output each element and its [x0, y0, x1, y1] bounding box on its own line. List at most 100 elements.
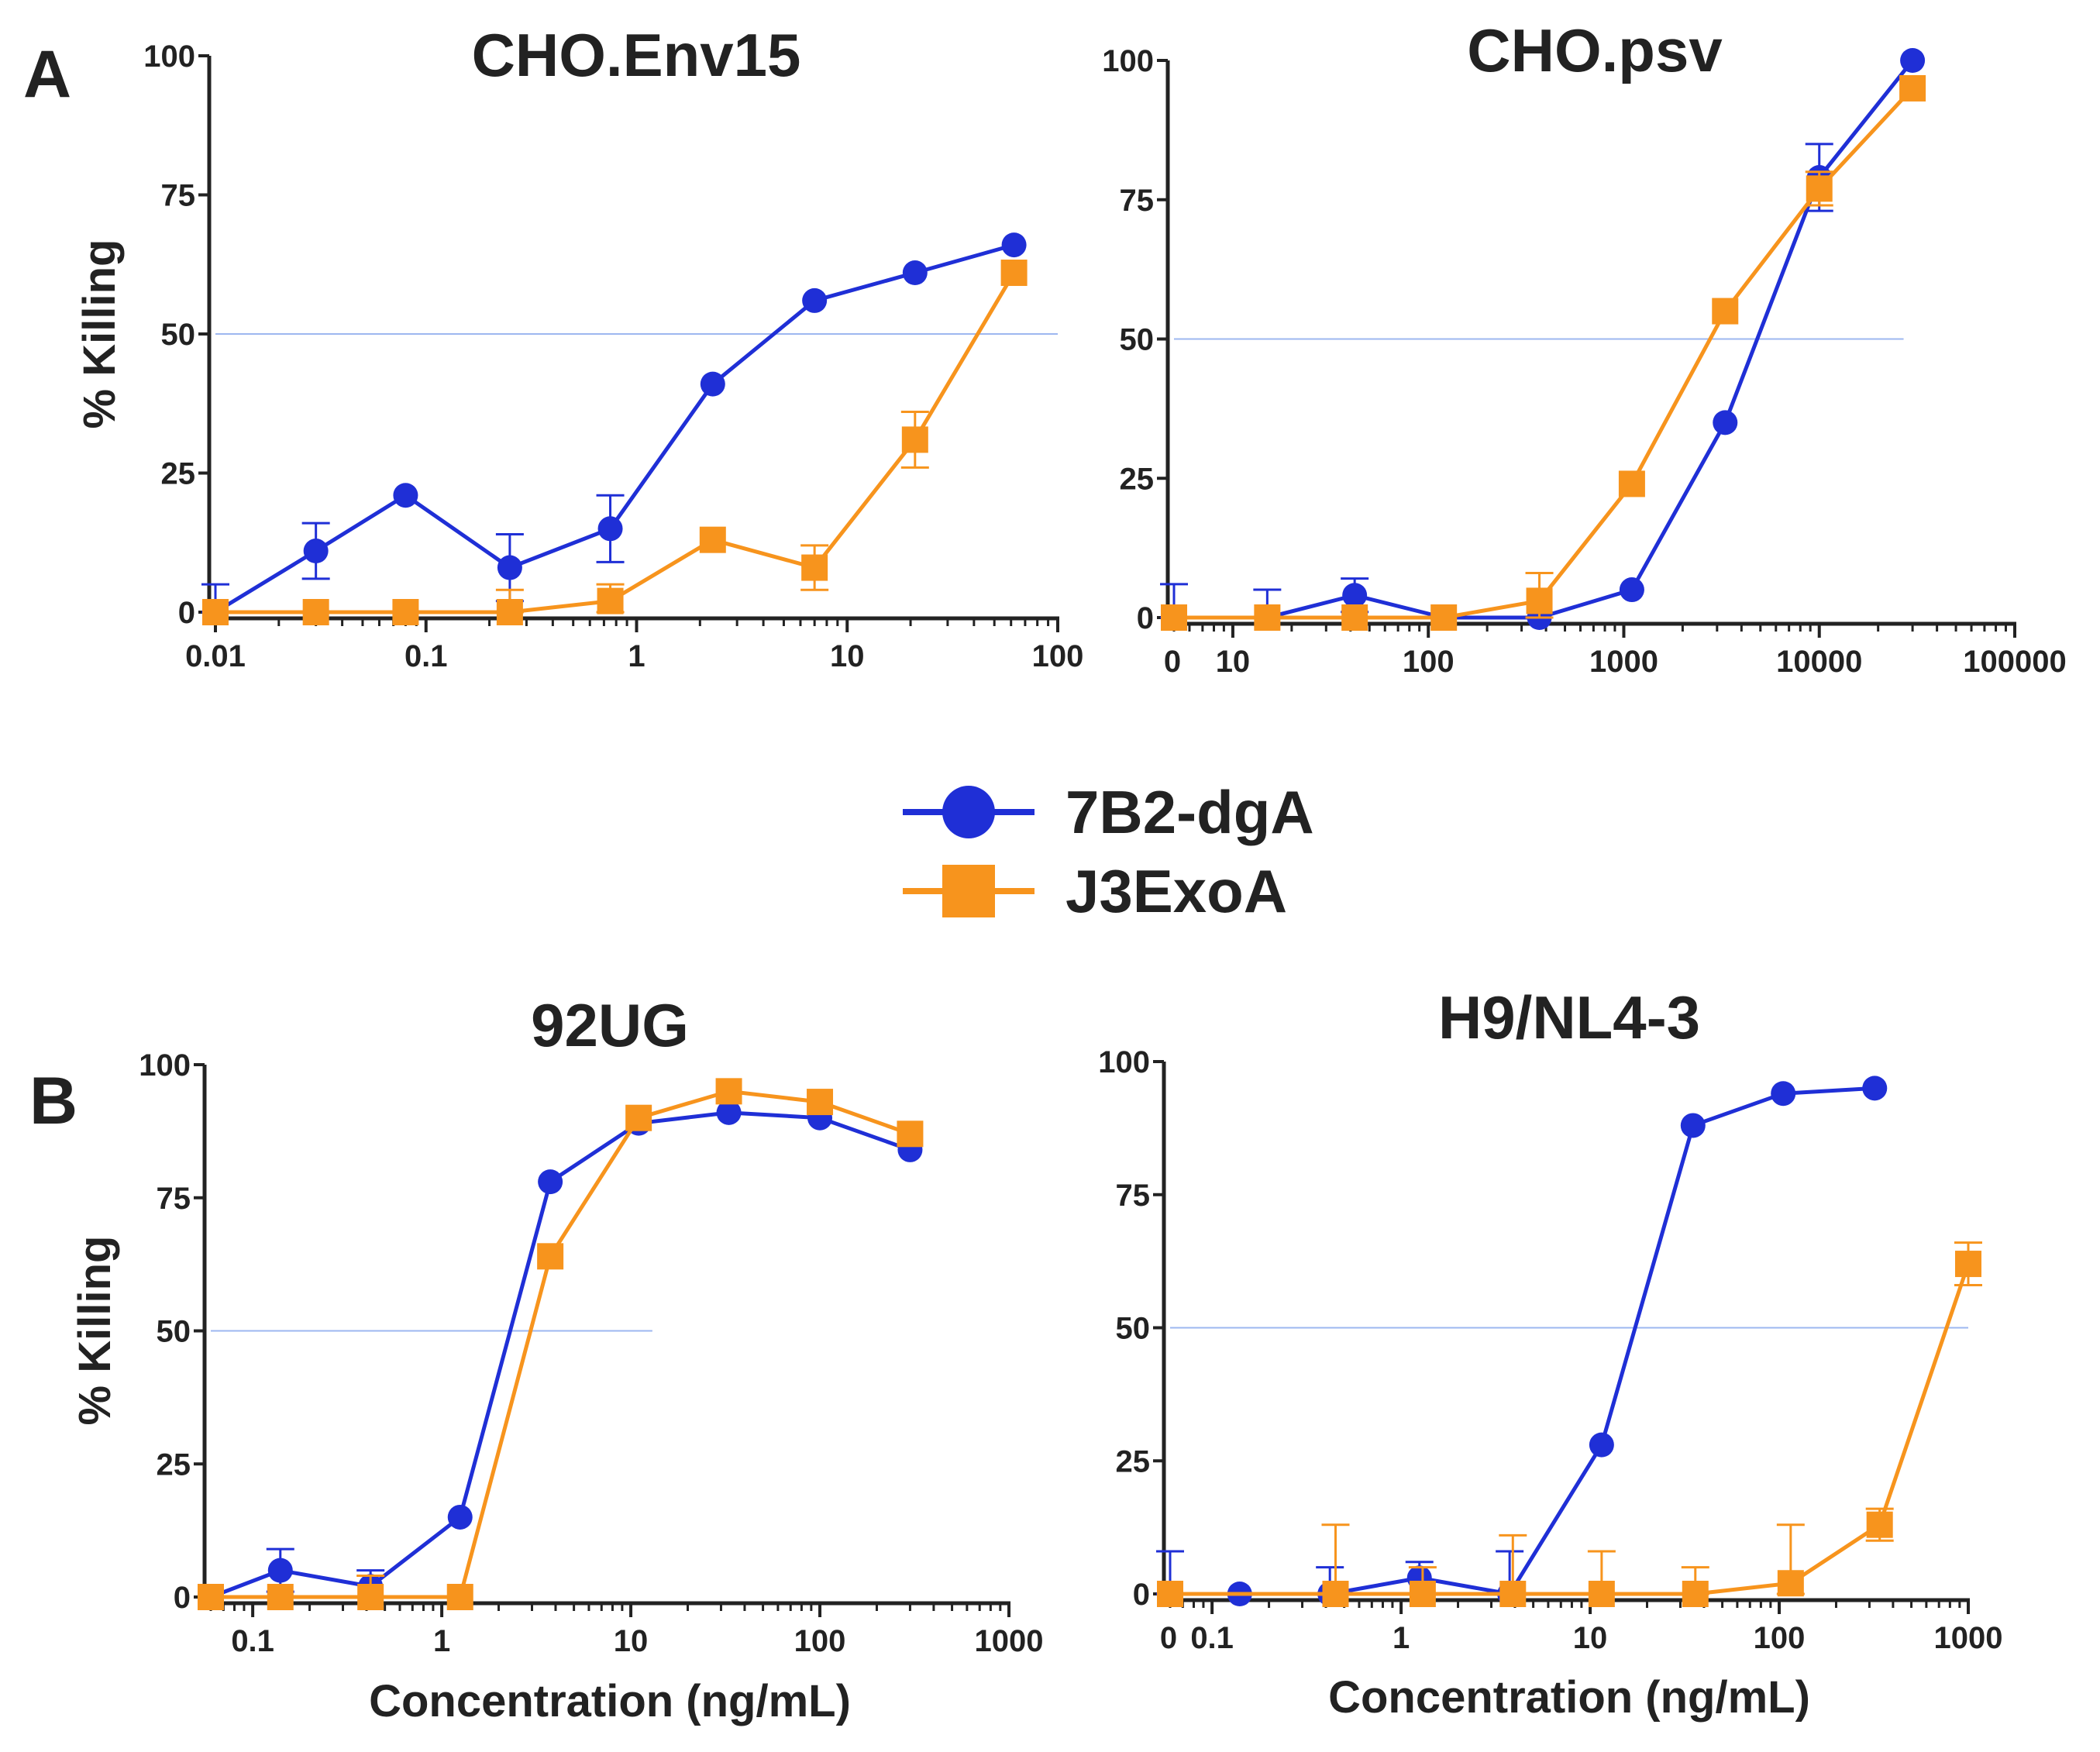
- x-tick-label: 100: [1754, 1621, 1806, 1655]
- data-point-7b2-dga: [597, 516, 623, 542]
- data-point-7b2-dga: [1001, 232, 1027, 258]
- data-point-j3exoa: [1254, 604, 1281, 631]
- y-tick-label: 25: [157, 1447, 191, 1482]
- series-j3exoa: [198, 1078, 924, 1610]
- y-tick-label: 100: [1102, 44, 1154, 78]
- data-point-j3exoa: [699, 526, 726, 553]
- x-tick-label: 1: [1393, 1621, 1410, 1655]
- x-tick-label: 1000: [975, 1624, 1044, 1658]
- y-tick-label: 100: [139, 1048, 191, 1083]
- y-tick-label: 25: [161, 457, 196, 491]
- chart-h9-nl4-3: H9/NL4-3 Concentration (ng/mL) 025507510…: [1098, 983, 2002, 1723]
- data-point-7b2-dga: [700, 371, 725, 397]
- data-point-7b2-dga: [902, 260, 928, 286]
- series-7b2-dga: [198, 1100, 923, 1609]
- data-point-7b2-dga: [393, 483, 418, 508]
- y-tick-label: 100: [143, 40, 195, 74]
- data-point-j3exoa: [1430, 604, 1458, 631]
- data-point-j3exoa: [801, 554, 828, 581]
- data-point-j3exoa: [1899, 74, 1926, 102]
- x-tick-label: 1: [628, 639, 645, 673]
- data-point-j3exoa: [1588, 1581, 1615, 1607]
- data-point-j3exoa: [202, 599, 229, 625]
- data-point-7b2-dga: [1900, 48, 1926, 73]
- data-point-7b2-dga: [1862, 1076, 1888, 1101]
- x-tick-label: 100: [794, 1624, 846, 1658]
- y-tick-label: 25: [1116, 1444, 1151, 1478]
- y-axis-label: % Killing: [74, 239, 125, 429]
- panel-letter-b: B: [29, 1064, 77, 1138]
- data-point-7b2-dga: [1680, 1113, 1706, 1138]
- y-tick-label: 50: [157, 1315, 191, 1349]
- x-tick-label: 10: [830, 639, 865, 673]
- x-tick-label: 1000: [1934, 1621, 2003, 1655]
- y-tick-label: 50: [161, 318, 196, 352]
- series-line: [1174, 87, 1914, 620]
- chart-title: H9/NL4-3: [1438, 983, 1700, 1052]
- data-point-j3exoa: [392, 599, 419, 625]
- data-point-j3exoa: [901, 426, 928, 453]
- data-point-j3exoa: [897, 1120, 924, 1148]
- data-point-j3exoa: [1499, 1581, 1527, 1607]
- x-tick-label: 0.1: [1190, 1621, 1234, 1655]
- legend-label-j3exoa: J3ExoA: [1065, 857, 1287, 925]
- y-tick-label: 75: [1120, 184, 1155, 218]
- y-tick-label: 75: [1116, 1179, 1151, 1213]
- legend-marker-j3exoa: [942, 865, 995, 917]
- data-point-j3exoa: [597, 587, 624, 614]
- series-7b2-dga: [201, 232, 1027, 625]
- x-tick-label: 0.1: [405, 639, 448, 673]
- data-point-7b2-dga: [447, 1504, 473, 1530]
- y-tick-label: 75: [161, 179, 196, 213]
- series-line: [214, 243, 1015, 614]
- data-point-7b2-dga: [303, 539, 329, 564]
- y-tick-label: 75: [157, 1182, 191, 1216]
- data-point-7b2-dga: [538, 1169, 563, 1195]
- panel-letter-a: A: [23, 37, 71, 112]
- series-line: [1170, 1263, 1971, 1596]
- legend-label-7b2-dga: 7B2-dgA: [1065, 778, 1314, 846]
- series-j3exoa: [202, 260, 1028, 625]
- x-tick-label: 1000: [1589, 645, 1658, 679]
- y-tick-label: 0: [1133, 1578, 1150, 1612]
- data-point-j3exoa: [357, 1584, 384, 1610]
- data-point-j3exoa: [537, 1243, 564, 1270]
- data-point-7b2-dga: [1342, 583, 1368, 608]
- series-j3exoa: [1157, 1241, 1982, 1607]
- series-line: [211, 1089, 911, 1599]
- x-tick-label: 10: [614, 1624, 649, 1658]
- data-point-j3exoa: [1157, 1581, 1183, 1607]
- x-tick-label: 100000: [1963, 645, 2066, 679]
- y-tick-label: 0: [174, 1581, 191, 1615]
- data-point-7b2-dga: [1619, 577, 1644, 603]
- data-point-7b2-dga: [1589, 1432, 1614, 1458]
- series-line: [1170, 1086, 1875, 1596]
- x-tick-label: 0.01: [185, 639, 246, 673]
- y-tick-label: 0: [178, 596, 195, 630]
- chart-title: 92UG: [531, 991, 689, 1059]
- data-point-j3exoa: [446, 1584, 473, 1610]
- data-point-j3exoa: [715, 1078, 742, 1105]
- data-point-j3exoa: [1777, 1570, 1804, 1597]
- y-tick-label: 50: [1116, 1312, 1151, 1346]
- chart-cho-env15: CHO.Env15 % Killing 0 25 50 75 100 0.01 0.1 1 10…: [74, 21, 1083, 673]
- series-j3exoa: [1161, 74, 1926, 631]
- x-tick-label: 0: [1160, 1621, 1177, 1655]
- chart-92ug: 92UG % Killing Concentration (ng/mL) 0 25…: [70, 991, 1043, 1726]
- chart-title: CHO.psv: [1467, 16, 1723, 84]
- y-tick-label: 100: [1098, 1045, 1150, 1079]
- data-point-j3exoa: [1322, 1581, 1349, 1607]
- series-7b2-dga: [1156, 1076, 1888, 1606]
- data-point-j3exoa: [1866, 1511, 1893, 1538]
- y-tick-label: 0: [1137, 601, 1154, 635]
- data-point-j3exoa: [496, 599, 523, 625]
- legend: 7B2-dgA J3ExoA: [903, 778, 1314, 925]
- data-point-7b2-dga: [716, 1100, 742, 1125]
- data-point-j3exoa: [1341, 604, 1368, 631]
- x-tick-label: 10: [1216, 645, 1251, 679]
- data-point-7b2-dga: [1713, 410, 1738, 435]
- data-point-j3exoa: [1682, 1581, 1709, 1607]
- data-point-j3exoa: [1806, 175, 1833, 202]
- data-point-j3exoa: [1526, 587, 1553, 614]
